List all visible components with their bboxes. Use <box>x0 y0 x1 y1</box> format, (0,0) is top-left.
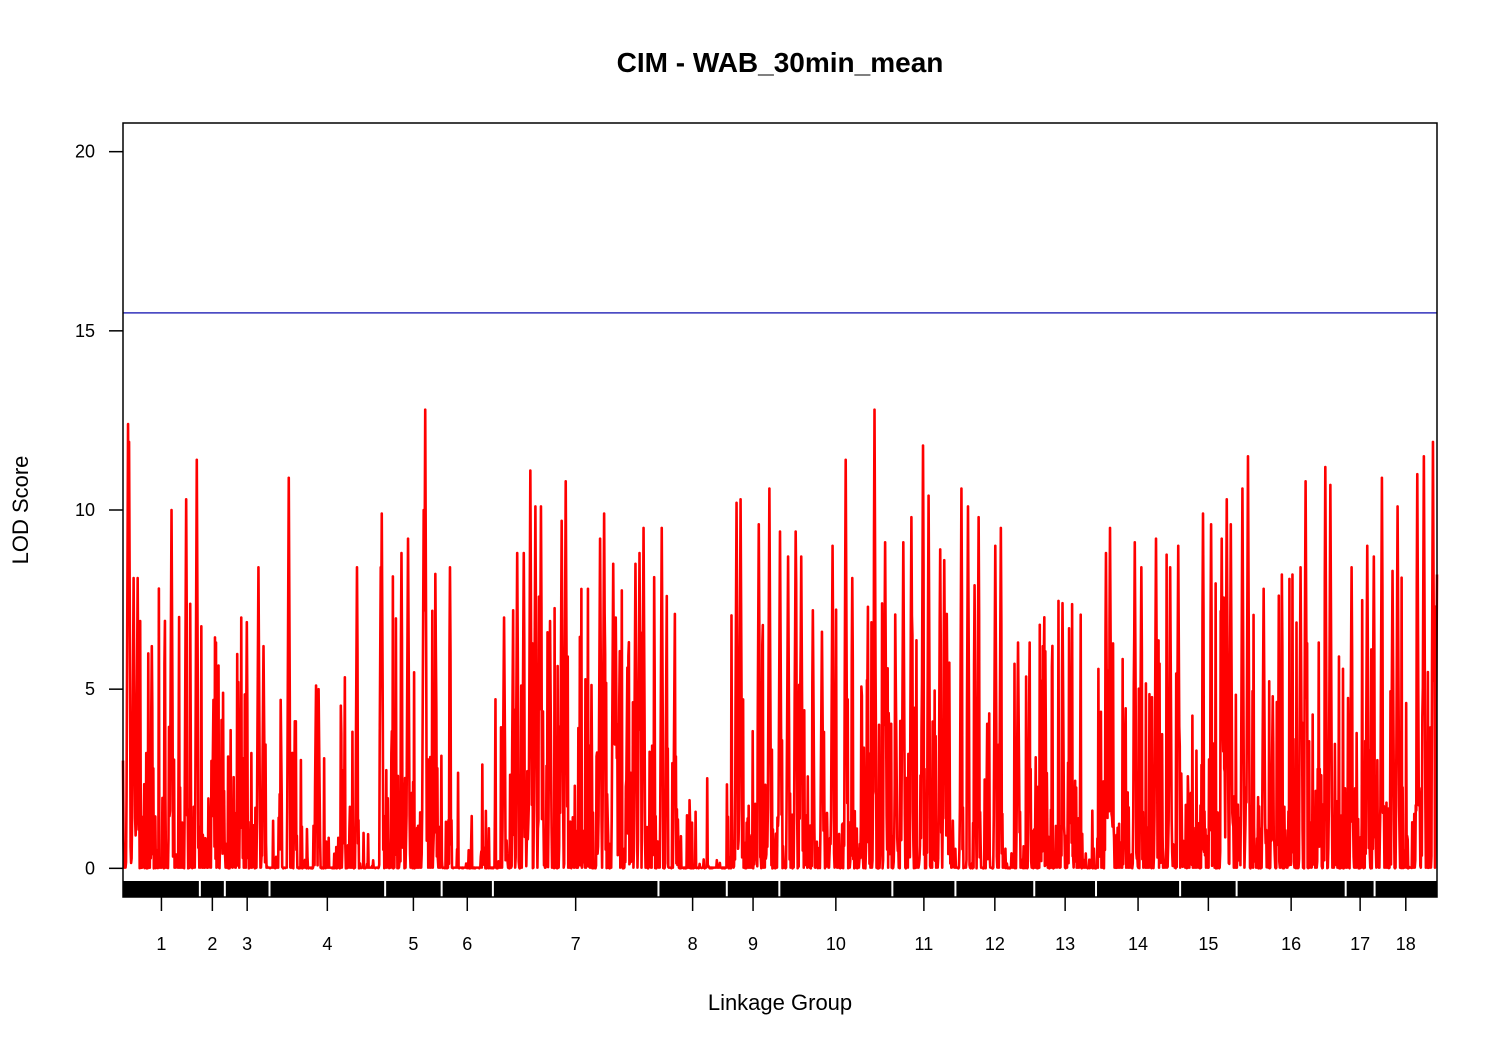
chart-title: CIM - WAB_30min_mean <box>617 47 944 78</box>
x-tick-label: 15 <box>1198 934 1218 954</box>
x-tick-label: 7 <box>571 934 581 954</box>
x-tick-label: 16 <box>1281 934 1301 954</box>
linkage-group-segment <box>1375 881 1437 897</box>
y-axis: 0 5 10 15 20 <box>75 142 123 878</box>
linkage-group-segment <box>1346 881 1374 897</box>
linkage-group-segment <box>727 881 779 897</box>
marker-bar <box>123 881 1437 897</box>
linkage-group-segment <box>270 881 385 897</box>
linkage-group-segment <box>780 881 892 897</box>
x-tick-label: 11 <box>915 934 934 954</box>
y-tick-label: 10 <box>75 500 95 520</box>
linkage-group-segment <box>225 881 269 897</box>
linkage-group-segment <box>200 881 224 897</box>
y-tick-label: 15 <box>75 321 95 341</box>
x-tick-label: 3 <box>242 934 252 954</box>
linkage-group-segment <box>1181 881 1236 897</box>
linkage-group-segment <box>1237 881 1345 897</box>
y-tick-label: 20 <box>75 142 95 162</box>
x-tick-label: 18 <box>1396 934 1416 954</box>
x-tick-label: 4 <box>322 934 332 954</box>
x-tick-label: 6 <box>462 934 472 954</box>
x-tick-label: 13 <box>1055 934 1075 954</box>
linkage-group-segment <box>659 881 726 897</box>
x-tick-label: 10 <box>826 934 846 954</box>
x-tick-label: 9 <box>748 934 758 954</box>
x-tick-label: 5 <box>408 934 418 954</box>
x-tick-label: 8 <box>688 934 698 954</box>
y-axis-title: LOD Score <box>8 456 33 565</box>
linkage-group-segment <box>1035 881 1096 897</box>
x-tick-label: 1 <box>156 934 166 954</box>
x-axis: 1 2 3 4 5 6 7 8 9 10 11 12 13 14 15 16 17 18 <box>156 897 1416 954</box>
linkage-group-segment <box>956 881 1034 897</box>
y-tick-label: 0 <box>85 858 95 878</box>
y-tick-label: 5 <box>85 679 95 699</box>
linkage-group-segment <box>442 881 492 897</box>
plot-frame <box>122 122 1438 898</box>
x-tick-label: 17 <box>1350 934 1370 954</box>
x-tick-label: 2 <box>207 934 217 954</box>
x-axis-title: Linkage Group <box>708 990 852 1015</box>
linkage-group-segment <box>123 881 199 897</box>
x-tick-label: 14 <box>1128 934 1148 954</box>
lod-series-line <box>121 408 1439 870</box>
x-tick-label: 12 <box>985 934 1005 954</box>
linkage-group-segment <box>1097 881 1180 897</box>
linkage-group-segment <box>386 881 441 897</box>
linkage-group-segment <box>493 881 658 897</box>
plot-area <box>121 312 1439 870</box>
linkage-group-segment <box>893 881 955 897</box>
